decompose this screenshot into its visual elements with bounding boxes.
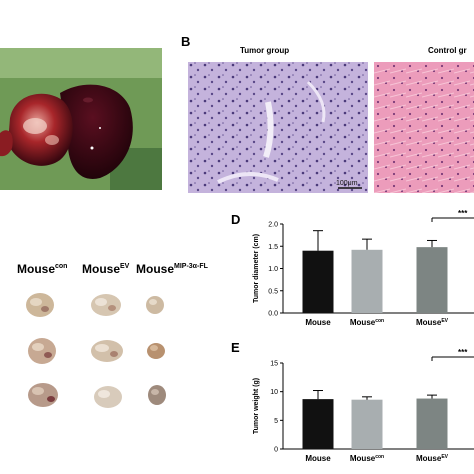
- control-group-title: Control gr: [428, 46, 467, 55]
- y-tick-label: 1.5: [268, 244, 278, 251]
- tumor-ev-2: [91, 340, 123, 362]
- excised-tumors: [26, 293, 166, 408]
- liver-tumor-photo: [0, 48, 162, 190]
- tumor-ev-3: [94, 386, 122, 408]
- x-tick-label: Mousecon: [350, 318, 384, 327]
- bar: [351, 399, 383, 449]
- x-tick-label: Mousecon: [350, 454, 384, 463]
- tumor-diameter-chart: 0.0 0.5 1.0 1.5 2.0 Tumor diameter (cm) Mouse M…: [253, 209, 474, 327]
- scale-bar-label: 100μm: [336, 180, 358, 187]
- significance-label: ***: [458, 348, 468, 357]
- y-tick-label: 1.0: [268, 266, 278, 273]
- panel-label-e: E: [231, 340, 240, 355]
- panel-label-b: B: [181, 34, 191, 49]
- x-tick-label-sup: EV: [441, 318, 448, 324]
- bar: [416, 398, 448, 449]
- panel-label-d: D: [231, 212, 241, 227]
- mouse-con-label: Mousecon: [17, 262, 68, 276]
- mouse-ev-label: MouseEV: [82, 262, 130, 276]
- tumor-fl-3: [148, 385, 166, 405]
- tumor-con-3: [28, 383, 58, 407]
- y-tick-label: 5: [274, 418, 278, 425]
- x-tick-label-sup: con: [375, 454, 384, 460]
- bar: [416, 247, 448, 313]
- y-axis-label: Tumor weight (g): [253, 378, 260, 434]
- y-tick-label: 0.5: [268, 288, 278, 295]
- y-tick-label: 10: [270, 389, 278, 396]
- x-tick-label: MouseEV: [416, 318, 449, 327]
- bar: [302, 399, 334, 449]
- he-tumor-image: 100μm: [188, 62, 368, 193]
- tumor-con-1: [26, 293, 54, 317]
- mouse-fl-label: MouseMIP-3α-FL: [136, 262, 208, 276]
- he-control-image: [374, 62, 474, 193]
- x-tick-label-sup: EV: [441, 454, 448, 460]
- x-tick-label: MouseEV: [416, 454, 449, 463]
- y-tick-label: 15: [270, 361, 278, 368]
- bar: [351, 249, 383, 313]
- tumor-fl-2: [147, 343, 165, 359]
- x-tick-label: Mouse: [305, 454, 331, 463]
- tumor-weight-chart: 0 5 10 15 Tumor weight (g) Mouse Mousecon Mouse…: [253, 348, 474, 463]
- y-tick-label: 0: [274, 447, 278, 454]
- y-axis-label: Tumor diameter (cm): [253, 234, 260, 303]
- tumor-fl-1: [146, 296, 164, 314]
- tumor-ev-1: [91, 294, 121, 316]
- y-tick-label: 2.0: [268, 222, 278, 229]
- y-tick-label: 0.0: [268, 311, 278, 318]
- x-tick-label-sup: con: [375, 318, 384, 324]
- tumor-con-2: [28, 338, 56, 364]
- tumor-group-title: Tumor group: [240, 46, 290, 55]
- x-tick-label: Mouse: [305, 318, 331, 327]
- significance-label: ***: [458, 209, 468, 218]
- bar: [302, 250, 334, 313]
